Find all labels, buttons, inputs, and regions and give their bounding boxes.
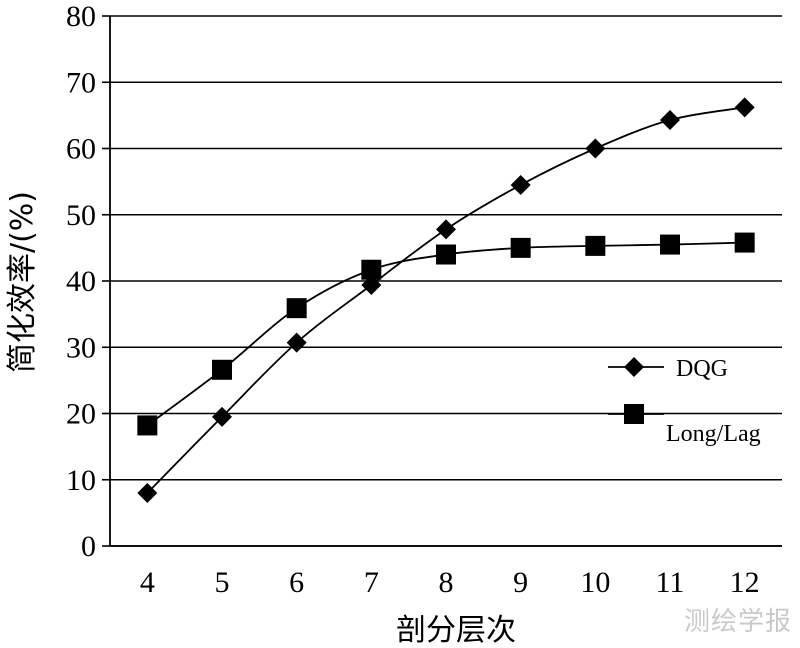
data-point-dqg (436, 219, 456, 240)
data-point-long-lag (510, 237, 531, 258)
series-long-lag (137, 232, 755, 436)
data-point-long-lag (734, 232, 755, 253)
x-tick-label: 10 (580, 566, 610, 599)
y-tick-label: 40 (66, 265, 96, 298)
series-line-dqg (146, 106, 745, 494)
x-tick-label: 12 (730, 566, 760, 599)
legend-label-long-lag: Long/Lag (666, 421, 761, 447)
y-tick-label: 0 (81, 530, 96, 563)
x-tick-label: 6 (289, 566, 304, 599)
x-tick-label: 11 (656, 566, 685, 599)
y-tick-label: 20 (66, 398, 96, 431)
series-line-long-lag (146, 241, 745, 427)
watermark: 测绘学报 (683, 607, 792, 637)
legend-marker-long-lag (624, 404, 644, 424)
data-point-dqg (212, 406, 232, 427)
legend: DQG Long/Lag (608, 356, 761, 447)
data-point-dqg (734, 97, 755, 118)
data-point-long-lag (286, 298, 307, 319)
series-group (137, 97, 755, 503)
data-point-long-lag (436, 244, 456, 265)
data-point-dqg (361, 274, 382, 295)
x-tick-label: 5 (215, 566, 230, 599)
data-point-dqg (510, 174, 531, 195)
data-point-dqg (660, 110, 680, 131)
y-tick-label: 50 (66, 199, 96, 232)
y-axis-label: 简化效率/(%) (5, 191, 40, 373)
legend-label-dqg: DQG (676, 356, 728, 382)
data-point-dqg (286, 332, 307, 353)
data-point-long-lag (361, 259, 382, 280)
x-tick-label: 7 (364, 566, 379, 599)
data-point-long-lag (212, 359, 232, 380)
y-tick-label: 80 (66, 0, 96, 33)
series-dqg (137, 97, 755, 503)
x-tick-label: 4 (140, 566, 155, 599)
legend-marker-dqg (624, 357, 644, 377)
y-tick-label: 30 (66, 331, 96, 364)
x-tick-label: 9 (513, 566, 528, 599)
gridlines (110, 15, 782, 547)
axes (102, 15, 782, 547)
data-point-dqg (585, 138, 606, 159)
data-point-long-lag (585, 235, 606, 256)
data-point-dqg (137, 483, 158, 503)
y-tick-label: 10 (66, 464, 96, 497)
x-axis-label: 剖分层次 (396, 613, 516, 648)
y-tick-label: 70 (66, 66, 96, 99)
x-tick-label: 8 (439, 566, 454, 599)
y-tick-label: 60 (66, 133, 96, 166)
data-point-long-lag (660, 234, 680, 255)
x-tick-labels: 4 5 6 7 8 9 10 11 12 (140, 566, 760, 599)
data-point-long-lag (137, 415, 158, 436)
y-tick-labels: 0 10 20 30 40 50 60 70 80 (66, 0, 96, 563)
